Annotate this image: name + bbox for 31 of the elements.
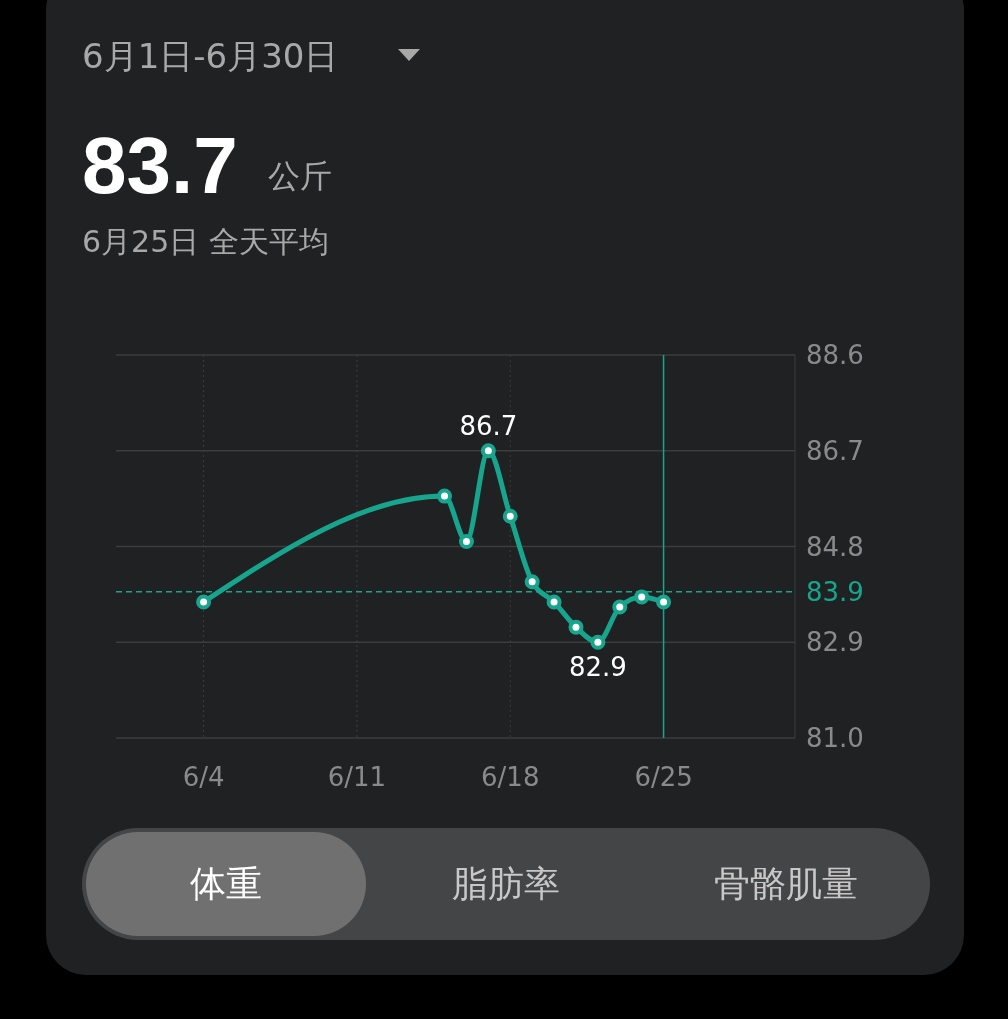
point [437,488,453,504]
x-tick-label: 6/11 [327,762,387,792]
point [656,594,672,610]
text: 83.7 [82,121,238,210]
point [524,574,540,590]
point [568,619,584,635]
x-tick-label: 6/18 [481,762,540,792]
data-label: 82.9 [568,652,627,683]
point [502,508,518,524]
text: 脂肪率 [452,863,560,904]
ref-line-label: 83.9 [806,576,864,607]
point [634,589,650,605]
point [458,533,474,549]
x-tick-label: 6/25 [634,762,693,792]
point [546,594,562,610]
text: 6月25日 全天平均 [82,224,329,259]
text: 公斤 [268,157,332,195]
x-tick-label: 6/4 [182,762,225,792]
text: 体重 [190,863,262,904]
point [612,599,628,615]
point [480,443,496,459]
y-tick-label: 81.0 [806,723,864,753]
y-tick-label: 82.9 [806,627,864,658]
point [590,634,606,650]
data-label: 86.7 [459,410,518,441]
y-tick-label: 88.6 [806,340,864,370]
text: 骨骼肌量 [714,863,858,904]
point [196,594,212,610]
chart-title: 6月1日-6月30日 [82,36,339,76]
y-tick-label: 84.8 [806,531,864,562]
y-tick-label: 86.7 [806,435,864,466]
